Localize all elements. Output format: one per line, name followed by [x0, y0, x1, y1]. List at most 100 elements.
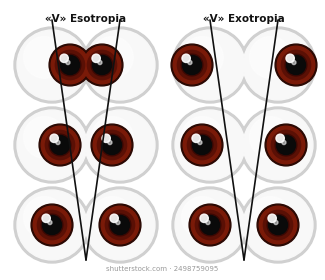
Circle shape	[276, 134, 284, 143]
Circle shape	[48, 220, 52, 225]
Circle shape	[41, 214, 63, 236]
Circle shape	[171, 44, 213, 86]
Circle shape	[183, 126, 221, 164]
Circle shape	[91, 124, 133, 166]
Circle shape	[60, 55, 80, 74]
Circle shape	[92, 54, 100, 62]
Circle shape	[99, 204, 141, 246]
Circle shape	[277, 136, 295, 155]
Circle shape	[17, 110, 87, 180]
Circle shape	[98, 60, 102, 65]
Circle shape	[282, 140, 286, 144]
Circle shape	[181, 124, 223, 166]
Circle shape	[66, 60, 70, 65]
Circle shape	[23, 36, 65, 78]
Circle shape	[49, 134, 71, 156]
Circle shape	[183, 55, 202, 74]
Circle shape	[240, 27, 316, 103]
Circle shape	[33, 206, 71, 244]
Circle shape	[192, 136, 212, 155]
Circle shape	[189, 204, 231, 246]
Circle shape	[240, 187, 316, 263]
Circle shape	[14, 27, 90, 103]
Circle shape	[268, 214, 276, 223]
Circle shape	[17, 190, 87, 260]
Circle shape	[281, 50, 311, 80]
Circle shape	[250, 36, 291, 78]
Circle shape	[274, 220, 278, 225]
Circle shape	[188, 130, 217, 160]
Circle shape	[277, 46, 315, 84]
Circle shape	[243, 190, 313, 260]
Circle shape	[17, 30, 87, 100]
Circle shape	[102, 136, 122, 155]
Circle shape	[250, 116, 291, 158]
Circle shape	[267, 214, 289, 236]
Circle shape	[191, 134, 213, 156]
Circle shape	[265, 124, 307, 166]
Circle shape	[82, 187, 158, 263]
Circle shape	[175, 190, 245, 260]
Circle shape	[198, 140, 202, 144]
Circle shape	[257, 204, 299, 246]
Circle shape	[108, 140, 112, 144]
Circle shape	[206, 220, 210, 225]
Circle shape	[37, 210, 67, 240]
Circle shape	[285, 54, 307, 76]
Circle shape	[199, 214, 221, 236]
Circle shape	[181, 197, 223, 238]
Circle shape	[191, 206, 229, 244]
Circle shape	[60, 54, 68, 62]
Circle shape	[177, 50, 207, 80]
Circle shape	[111, 216, 129, 235]
Circle shape	[250, 197, 291, 238]
Text: «V» Exotropia: «V» Exotropia	[203, 14, 285, 24]
Circle shape	[93, 55, 111, 74]
Circle shape	[243, 30, 313, 100]
Circle shape	[175, 30, 245, 100]
Circle shape	[287, 55, 305, 74]
Circle shape	[259, 206, 297, 244]
Circle shape	[101, 134, 123, 156]
Text: «V» Esotropia: «V» Esotropia	[46, 14, 126, 24]
Circle shape	[192, 134, 200, 143]
Circle shape	[93, 126, 131, 164]
Circle shape	[98, 130, 127, 160]
Circle shape	[263, 210, 292, 240]
Circle shape	[172, 107, 248, 183]
Circle shape	[56, 140, 60, 144]
Circle shape	[46, 130, 75, 160]
Circle shape	[181, 36, 223, 78]
Circle shape	[49, 44, 91, 86]
Circle shape	[181, 54, 203, 76]
Circle shape	[87, 50, 117, 80]
Circle shape	[243, 110, 313, 180]
Circle shape	[200, 214, 208, 223]
Circle shape	[39, 124, 81, 166]
Circle shape	[82, 27, 158, 103]
Circle shape	[110, 214, 118, 223]
Circle shape	[116, 220, 120, 225]
Circle shape	[92, 36, 133, 78]
Circle shape	[82, 107, 158, 183]
Circle shape	[14, 107, 90, 183]
Circle shape	[43, 216, 61, 235]
Circle shape	[91, 54, 113, 76]
Circle shape	[23, 197, 65, 238]
Circle shape	[51, 46, 89, 84]
Circle shape	[292, 60, 296, 65]
Circle shape	[85, 190, 155, 260]
Circle shape	[173, 46, 211, 84]
Circle shape	[42, 214, 50, 223]
Circle shape	[172, 187, 248, 263]
Circle shape	[271, 130, 301, 160]
Circle shape	[268, 216, 288, 235]
Circle shape	[92, 197, 133, 238]
Circle shape	[109, 214, 131, 236]
Circle shape	[41, 126, 79, 164]
Circle shape	[92, 116, 133, 158]
Circle shape	[101, 206, 139, 244]
Circle shape	[201, 216, 219, 235]
Circle shape	[267, 126, 305, 164]
Circle shape	[102, 134, 110, 143]
